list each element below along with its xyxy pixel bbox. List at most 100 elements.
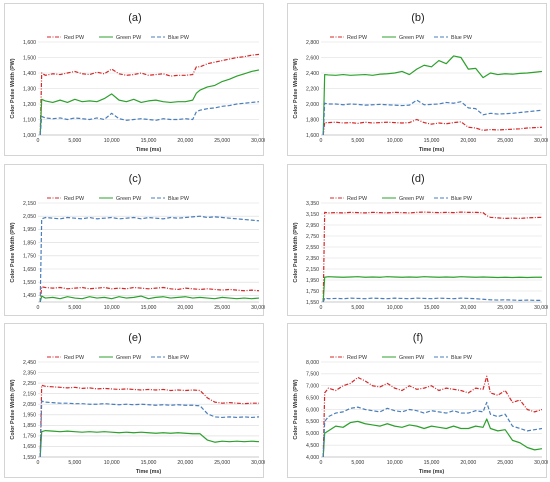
legend-label: Blue PW	[168, 35, 190, 41]
y-axis-label: Color Pulse Width (PW)	[10, 379, 16, 439]
y-tick-label: 5,500	[306, 419, 319, 425]
x-tick-label: 0	[320, 460, 323, 466]
series-line	[322, 99, 543, 136]
series-line	[39, 430, 260, 458]
x-tick-label: 30,000	[251, 138, 265, 144]
x-tick-label: 15,000	[424, 138, 440, 144]
y-tick-label: 1,600	[306, 133, 319, 139]
y-tick-label: 2,000	[306, 102, 319, 108]
y-tick-label: 2,750	[306, 234, 319, 240]
y-tick-label: 1,300	[23, 86, 36, 92]
y-tick-label: 4,500	[306, 443, 319, 449]
y-tick-label: 2,150	[23, 201, 36, 207]
chart-title: (c)	[129, 173, 142, 185]
x-axis-label: Time (ms)	[419, 147, 445, 153]
legend-label: Green PW	[116, 355, 142, 361]
x-tick-label: 30,000	[251, 460, 265, 466]
series-line	[39, 101, 260, 136]
y-tick-label: 1,800	[306, 117, 319, 123]
x-tick-label: 25,000	[214, 138, 230, 144]
x-tick-label: 25,000	[497, 138, 513, 144]
x-tick-label: 0	[37, 460, 40, 466]
y-tick-label: 7,000	[306, 384, 319, 390]
y-tick-label: 2,050	[23, 402, 36, 408]
y-tick-label: 2,450	[23, 360, 36, 366]
y-tick-label: 2,350	[23, 370, 36, 376]
x-tick-label: 5,000	[351, 138, 364, 144]
chart-svg: (a) 1,000 1,100 1,200 1,300 1,400 1,500 1,600 0 5…	[10, 12, 265, 153]
y-tick-label: 1,950	[23, 413, 36, 419]
y-tick-label: 6,500	[306, 395, 319, 401]
series-line	[322, 418, 543, 458]
legend-label: Blue PW	[451, 196, 473, 202]
x-tick-label: 5,000	[351, 460, 364, 466]
series-line	[39, 53, 260, 136]
series-line	[322, 375, 543, 458]
x-tick-label: 25,000	[497, 460, 513, 466]
x-tick-label: 30,000	[534, 460, 548, 466]
x-tick-label: 20,000	[460, 305, 476, 311]
y-tick-label: 1,750	[23, 254, 36, 260]
x-tick-label: 5,000	[68, 138, 81, 144]
legend-label: Blue PW	[451, 35, 473, 41]
y-axis-label: Color Pulse Width (PW)	[293, 222, 299, 282]
legend-label: Red PW	[347, 35, 368, 41]
chart-panel: (d) 1,550 1,750 1,950 2,150 2,350 2,550 2,750 2,…	[287, 164, 548, 316]
chart-svg: (f) 4,000 4,500 5,000 5,500 6,000 6,500 7,000 7,…	[293, 332, 548, 475]
y-tick-label: 1,650	[23, 267, 36, 273]
chart-title: (d)	[411, 173, 424, 185]
y-tick-label: 1,950	[23, 227, 36, 233]
x-tick-label: 10,000	[104, 138, 120, 144]
series-line	[39, 384, 259, 458]
chart-panel: (e) 1,550 1,650 1,750 1,850 1,950 2,050 2,150 2,…	[4, 323, 265, 478]
y-axis-label: Color Pulse Width (PW)	[10, 222, 16, 282]
chart-panel: (a) 1,000 1,100 1,200 1,300 1,400 1,500 1,600 0 5…	[4, 3, 265, 156]
chart-svg: (b) 1,600 1,800 2,000 2,200 2,400 2,600 2,800 0 5…	[293, 12, 548, 153]
series-line	[322, 401, 543, 458]
y-tick-label: 1,600	[23, 40, 36, 46]
chart-title: (a)	[128, 12, 141, 24]
x-tick-label: 30,000	[534, 305, 548, 311]
chart-title: (f)	[413, 332, 423, 344]
x-tick-label: 5,000	[351, 305, 364, 311]
chart-svg: (e) 1,550 1,650 1,750 1,850 1,950 2,050 2,150 2,…	[10, 332, 265, 475]
x-tick-label: 10,000	[104, 460, 120, 466]
x-axis-label: Time (ms)	[136, 469, 162, 475]
legend-label: Red PW	[64, 355, 85, 361]
x-tick-label: 30,000	[251, 305, 265, 311]
y-tick-label: 1,750	[306, 289, 319, 295]
legend-label: Green PW	[116, 35, 142, 41]
series-line	[322, 55, 543, 136]
legend-label: Blue PW	[168, 196, 190, 202]
legend-label: Red PW	[347, 355, 368, 361]
series-line	[322, 211, 543, 303]
x-tick-label: 10,000	[387, 460, 403, 466]
x-tick-label: 15,000	[141, 305, 157, 311]
series-line	[39, 215, 260, 303]
chart-title: (e)	[128, 332, 141, 344]
y-tick-label: 7,500	[306, 372, 319, 378]
y-tick-label: 1,500	[23, 55, 36, 61]
chart-svg: (d) 1,550 1,750 1,950 2,150 2,350 2,550 2,750 2,…	[293, 173, 548, 311]
chart-panel: (c) 1,450 1,550 1,650 1,750 1,850 1,950 2,050 2,…	[4, 164, 265, 316]
legend-label: Red PW	[347, 196, 368, 202]
y-tick-label: 1,750	[23, 434, 36, 440]
series-line	[39, 295, 260, 303]
legend-label: Blue PW	[451, 355, 473, 361]
series-line	[39, 400, 260, 458]
x-tick-label: 25,000	[214, 305, 230, 311]
y-axis-label: Color Pulse Width (PW)	[10, 58, 16, 118]
y-tick-label: 1,200	[23, 102, 36, 108]
chart-panel: (f) 4,000 4,500 5,000 5,500 6,000 6,500 7,000 7,…	[287, 323, 548, 478]
y-tick-label: 2,400	[306, 71, 319, 77]
y-tick-label: 2,050	[23, 214, 36, 220]
series-line	[39, 286, 260, 303]
x-tick-label: 5,000	[68, 305, 81, 311]
x-tick-label: 20,000	[460, 460, 476, 466]
x-tick-label: 25,000	[497, 305, 513, 311]
chart-svg: (c) 1,450 1,550 1,650 1,750 1,850 1,950 2,050 2,…	[10, 173, 265, 311]
y-tick-label: 3,350	[306, 201, 319, 207]
x-axis-label: Time (ms)	[419, 469, 445, 475]
x-tick-label: 15,000	[424, 305, 440, 311]
